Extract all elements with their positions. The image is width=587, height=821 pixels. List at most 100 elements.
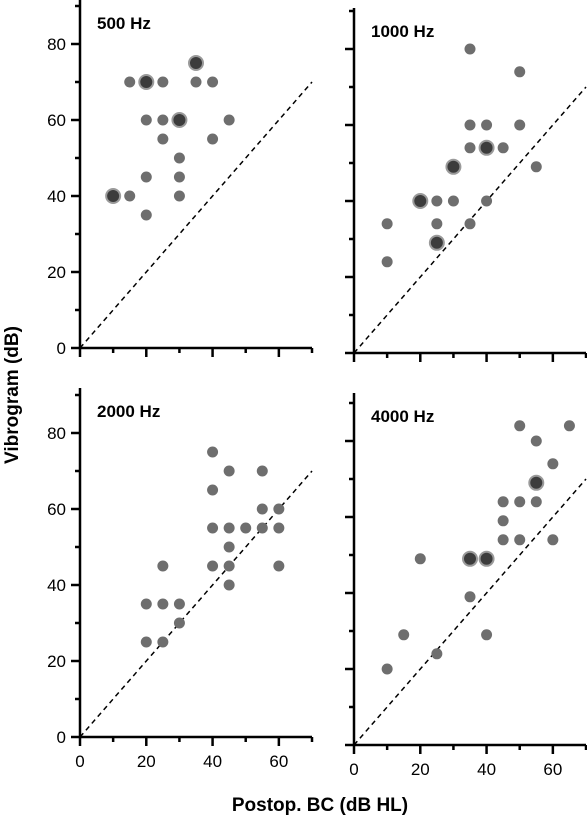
data-point <box>514 119 526 131</box>
data-point <box>464 591 476 603</box>
panel-title: 1000 Hz <box>371 22 434 41</box>
data-point <box>514 66 526 78</box>
data-point <box>447 195 459 207</box>
y-tick-label: 20 <box>47 263 66 282</box>
data-point <box>530 161 542 173</box>
data-point <box>381 256 393 268</box>
y-tick-label: 60 <box>47 111 66 130</box>
data-point-double <box>462 550 478 567</box>
y-tick-label: 80 <box>47 35 66 54</box>
data-point <box>464 218 476 230</box>
data-point <box>273 503 285 515</box>
identity-line <box>353 86 587 354</box>
data-point <box>207 560 219 572</box>
data-point <box>530 496 542 508</box>
x-tick-label: 0 <box>349 760 358 779</box>
data-point-double <box>528 474 545 491</box>
y-tick-label: 20 <box>47 652 66 671</box>
data-point <box>563 420 575 432</box>
data-point-double <box>171 112 188 128</box>
data-point <box>497 496 509 508</box>
data-point <box>414 553 426 565</box>
panel-title: 4000 Hz <box>371 407 434 426</box>
data-point <box>256 522 268 534</box>
data-point <box>124 190 136 202</box>
data-point <box>273 522 285 534</box>
data-point <box>223 465 235 477</box>
data-point <box>431 195 443 207</box>
x-tick-label: 0 <box>75 752 84 771</box>
y-tick-label: 0 <box>57 728 66 747</box>
x-tick-label: 60 <box>543 760 562 779</box>
identity-line <box>79 470 313 738</box>
data-point <box>497 515 509 527</box>
data-point <box>530 435 542 447</box>
x-tick-label: 60 <box>269 752 288 771</box>
data-point-double <box>478 550 495 567</box>
identity-line <box>79 81 313 349</box>
data-point <box>124 76 136 88</box>
y-tick-label: 80 <box>47 424 66 443</box>
data-point <box>481 629 493 641</box>
data-point <box>464 142 476 154</box>
data-point <box>464 43 476 55</box>
data-point <box>223 560 235 572</box>
data-point <box>240 522 252 534</box>
data-point <box>173 617 185 629</box>
y-axis-title: Vibrogram (dB) <box>2 326 23 464</box>
x-tick-label: 20 <box>411 760 430 779</box>
data-point <box>173 190 185 202</box>
panel-2: 1000 Hz <box>345 8 587 362</box>
data-point <box>207 76 219 88</box>
data-point <box>157 133 169 145</box>
data-point <box>398 629 410 641</box>
x-tick-label: 40 <box>477 760 496 779</box>
data-point-double <box>188 55 204 71</box>
data-point <box>157 598 169 610</box>
data-point-double <box>445 158 462 175</box>
data-point-double <box>105 188 122 204</box>
data-point <box>157 636 169 648</box>
data-point <box>207 522 219 534</box>
data-point <box>157 114 169 126</box>
data-point <box>547 534 559 546</box>
data-point <box>223 541 235 553</box>
x-axis-title: Postop. BC (dB HL) <box>232 795 408 816</box>
data-point <box>497 534 509 546</box>
data-point <box>481 119 493 131</box>
data-point <box>207 133 219 145</box>
y-tick-label: 0 <box>57 339 66 358</box>
data-point <box>273 560 285 572</box>
data-point <box>547 458 559 470</box>
data-point <box>207 484 219 496</box>
data-point <box>157 76 169 88</box>
panels: 0 20 40 60 80 500 Hz 1000 Hz 0 20 40 60 80 0 20 40 60 20… <box>47 0 587 779</box>
panel-1: 0 20 40 60 80 500 Hz <box>47 0 314 358</box>
data-point <box>514 534 526 546</box>
data-point <box>140 209 152 221</box>
data-point <box>514 496 526 508</box>
data-point <box>497 142 509 154</box>
y-tick-label: 60 <box>47 500 66 519</box>
data-point <box>173 171 185 183</box>
data-point <box>514 420 526 432</box>
data-point <box>140 114 152 126</box>
data-point-double <box>412 193 429 209</box>
panel-title: 2000 Hz <box>97 402 160 421</box>
data-point <box>140 171 152 183</box>
y-tick-label: 40 <box>47 187 66 206</box>
panel-3: 0 20 40 60 80 0 20 40 60 2000 Hz <box>47 388 314 771</box>
y-tick-label: 40 <box>47 576 66 595</box>
panel-title: 500 Hz <box>97 14 151 33</box>
data-point <box>190 76 202 88</box>
data-point-double <box>138 74 155 90</box>
data-point <box>381 218 393 230</box>
panel-4: 0 20 40 60 4000 Hz <box>345 393 587 779</box>
data-point <box>173 598 185 610</box>
identity-line <box>353 478 587 746</box>
data-point <box>464 119 476 131</box>
data-point-double <box>478 139 495 156</box>
data-point <box>431 648 443 660</box>
data-point <box>207 446 219 458</box>
